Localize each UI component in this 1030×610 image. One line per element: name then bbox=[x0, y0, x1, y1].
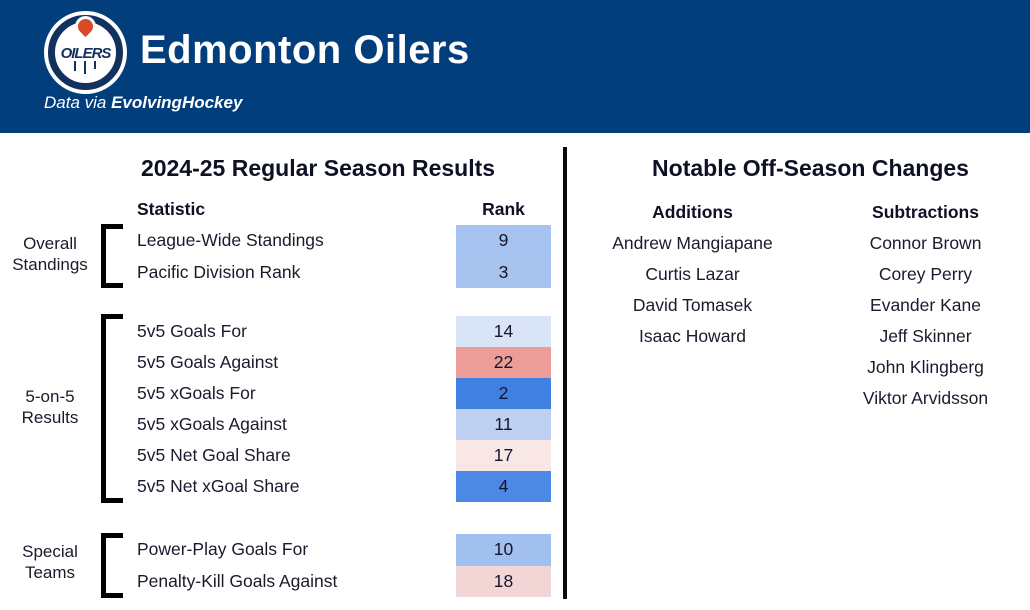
stat-name: Pacific Division Rank bbox=[137, 261, 301, 282]
rank-value-cell: 17 bbox=[456, 440, 551, 471]
player-name: Andrew Mangiapane bbox=[612, 233, 773, 253]
group-bracket-overall-standings bbox=[101, 224, 123, 288]
stat-name: 5v5 Net Goal Share bbox=[137, 445, 291, 465]
player-name: David Tomasek bbox=[632, 295, 753, 315]
group-label-line: Special bbox=[22, 542, 78, 561]
group-label-line: 5-on-5 bbox=[25, 387, 75, 406]
rank-value-cell: 10 bbox=[456, 534, 551, 566]
table-row: Penalty-Kill Goals Against 18 bbox=[137, 565, 551, 597]
table-row: 5v5 xGoals Against 11 bbox=[137, 409, 551, 440]
logo-drip bbox=[84, 61, 86, 74]
player-name: Corey Perry bbox=[878, 264, 973, 284]
stat-name: Penalty-Kill Goals Against bbox=[137, 570, 338, 591]
rank-value-cell: 11 bbox=[456, 409, 551, 440]
table-row: League-Wide Standings 9 bbox=[137, 225, 551, 257]
stat-name: 5v5 xGoals Against bbox=[137, 414, 287, 434]
rank-value-cell: 18 bbox=[456, 565, 551, 597]
player-name: John Klingberg bbox=[867, 357, 984, 377]
column-header-rank: Rank bbox=[482, 199, 525, 219]
stat-name: League-Wide Standings bbox=[137, 230, 324, 251]
group-label-line: Overall bbox=[23, 234, 77, 253]
table-row: Pacific Division Rank 3 bbox=[137, 256, 551, 288]
stat-name: 5v5 Net xGoal Share bbox=[137, 476, 300, 496]
page-title: Edmonton Oilers bbox=[140, 28, 470, 72]
stat-name: 5v5 Goals For bbox=[137, 321, 247, 341]
offseason-section-title: Notable Off-Season Changes bbox=[652, 155, 969, 181]
group-label-5on5-results: 5-on-5 Results bbox=[2, 386, 98, 428]
player-name: Jeff Skinner bbox=[879, 326, 972, 346]
stat-name: 5v5 xGoals For bbox=[137, 383, 256, 403]
table-row: 5v5 Net xGoal Share 4 bbox=[137, 471, 551, 502]
stat-group-overall-standings: League-Wide Standings 9 Pacific Division… bbox=[137, 225, 551, 288]
data-credit: Data via EvolvingHockey bbox=[44, 93, 242, 113]
player-name: Evander Kane bbox=[870, 295, 981, 315]
subtractions-header: Subtractions bbox=[872, 202, 979, 222]
player-name: Curtis Lazar bbox=[645, 264, 740, 284]
team-header: OILERS Edmonton Oilers Data via Evolving… bbox=[0, 0, 1030, 133]
stat-group-special-teams: Power-Play Goals For 10 Penalty-Kill Goa… bbox=[137, 534, 551, 597]
group-bracket-special-teams bbox=[101, 533, 123, 598]
group-label-line: Standings bbox=[12, 255, 88, 274]
oilers-logo-icon: OILERS bbox=[44, 11, 127, 94]
rank-value-cell: 2 bbox=[456, 378, 551, 409]
credit-brand: EvolvingHockey bbox=[111, 93, 243, 112]
group-label-line: Teams bbox=[24, 563, 76, 582]
rank-value-cell: 22 bbox=[456, 347, 551, 378]
rank-value-cell: 4 bbox=[456, 471, 551, 502]
table-row: 5v5 xGoals For 2 bbox=[137, 378, 551, 409]
stat-name: 5v5 Goals Against bbox=[137, 352, 279, 372]
player-name: Viktor Arvidsson bbox=[862, 388, 989, 408]
player-name: Connor Brown bbox=[869, 233, 982, 253]
stat-name: Power-Play Goals For bbox=[137, 539, 309, 560]
player-name: Isaac Howard bbox=[639, 326, 746, 346]
results-section-title: 2024-25 Regular Season Results bbox=[140, 155, 496, 181]
stat-group-5on5-results: 5v5 Goals For 14 5v5 Goals Against 22 5v… bbox=[137, 316, 551, 502]
additions-column: Additions Andrew Mangiapane Curtis Lazar… bbox=[575, 197, 810, 352]
table-row: Power-Play Goals For 10 bbox=[137, 534, 551, 566]
group-label-line: Results bbox=[21, 408, 79, 427]
table-row: 5v5 Net Goal Share 17 bbox=[137, 440, 551, 471]
section-divider bbox=[563, 147, 567, 599]
additions-header: Additions bbox=[652, 202, 733, 222]
rank-value-cell: 14 bbox=[456, 316, 551, 347]
rank-value-cell: 3 bbox=[456, 256, 551, 288]
credit-prefix: Data via bbox=[44, 93, 112, 112]
subtractions-column: Subtractions Connor Brown Corey Perry Ev… bbox=[808, 197, 1030, 414]
table-row: 5v5 Goals Against 22 bbox=[137, 347, 551, 378]
rank-value-cell: 9 bbox=[456, 225, 551, 257]
logo-drip bbox=[94, 61, 96, 69]
column-header-statistic: Statistic bbox=[137, 199, 206, 219]
group-label-overall-standings: Overall Standings bbox=[2, 233, 98, 275]
logo-wordmark: OILERS bbox=[60, 45, 112, 62]
table-row: 5v5 Goals For 14 bbox=[137, 316, 551, 347]
group-bracket-5on5-results bbox=[101, 314, 123, 503]
group-label-special-teams: Special Teams bbox=[2, 541, 98, 583]
logo-drip bbox=[74, 61, 76, 71]
